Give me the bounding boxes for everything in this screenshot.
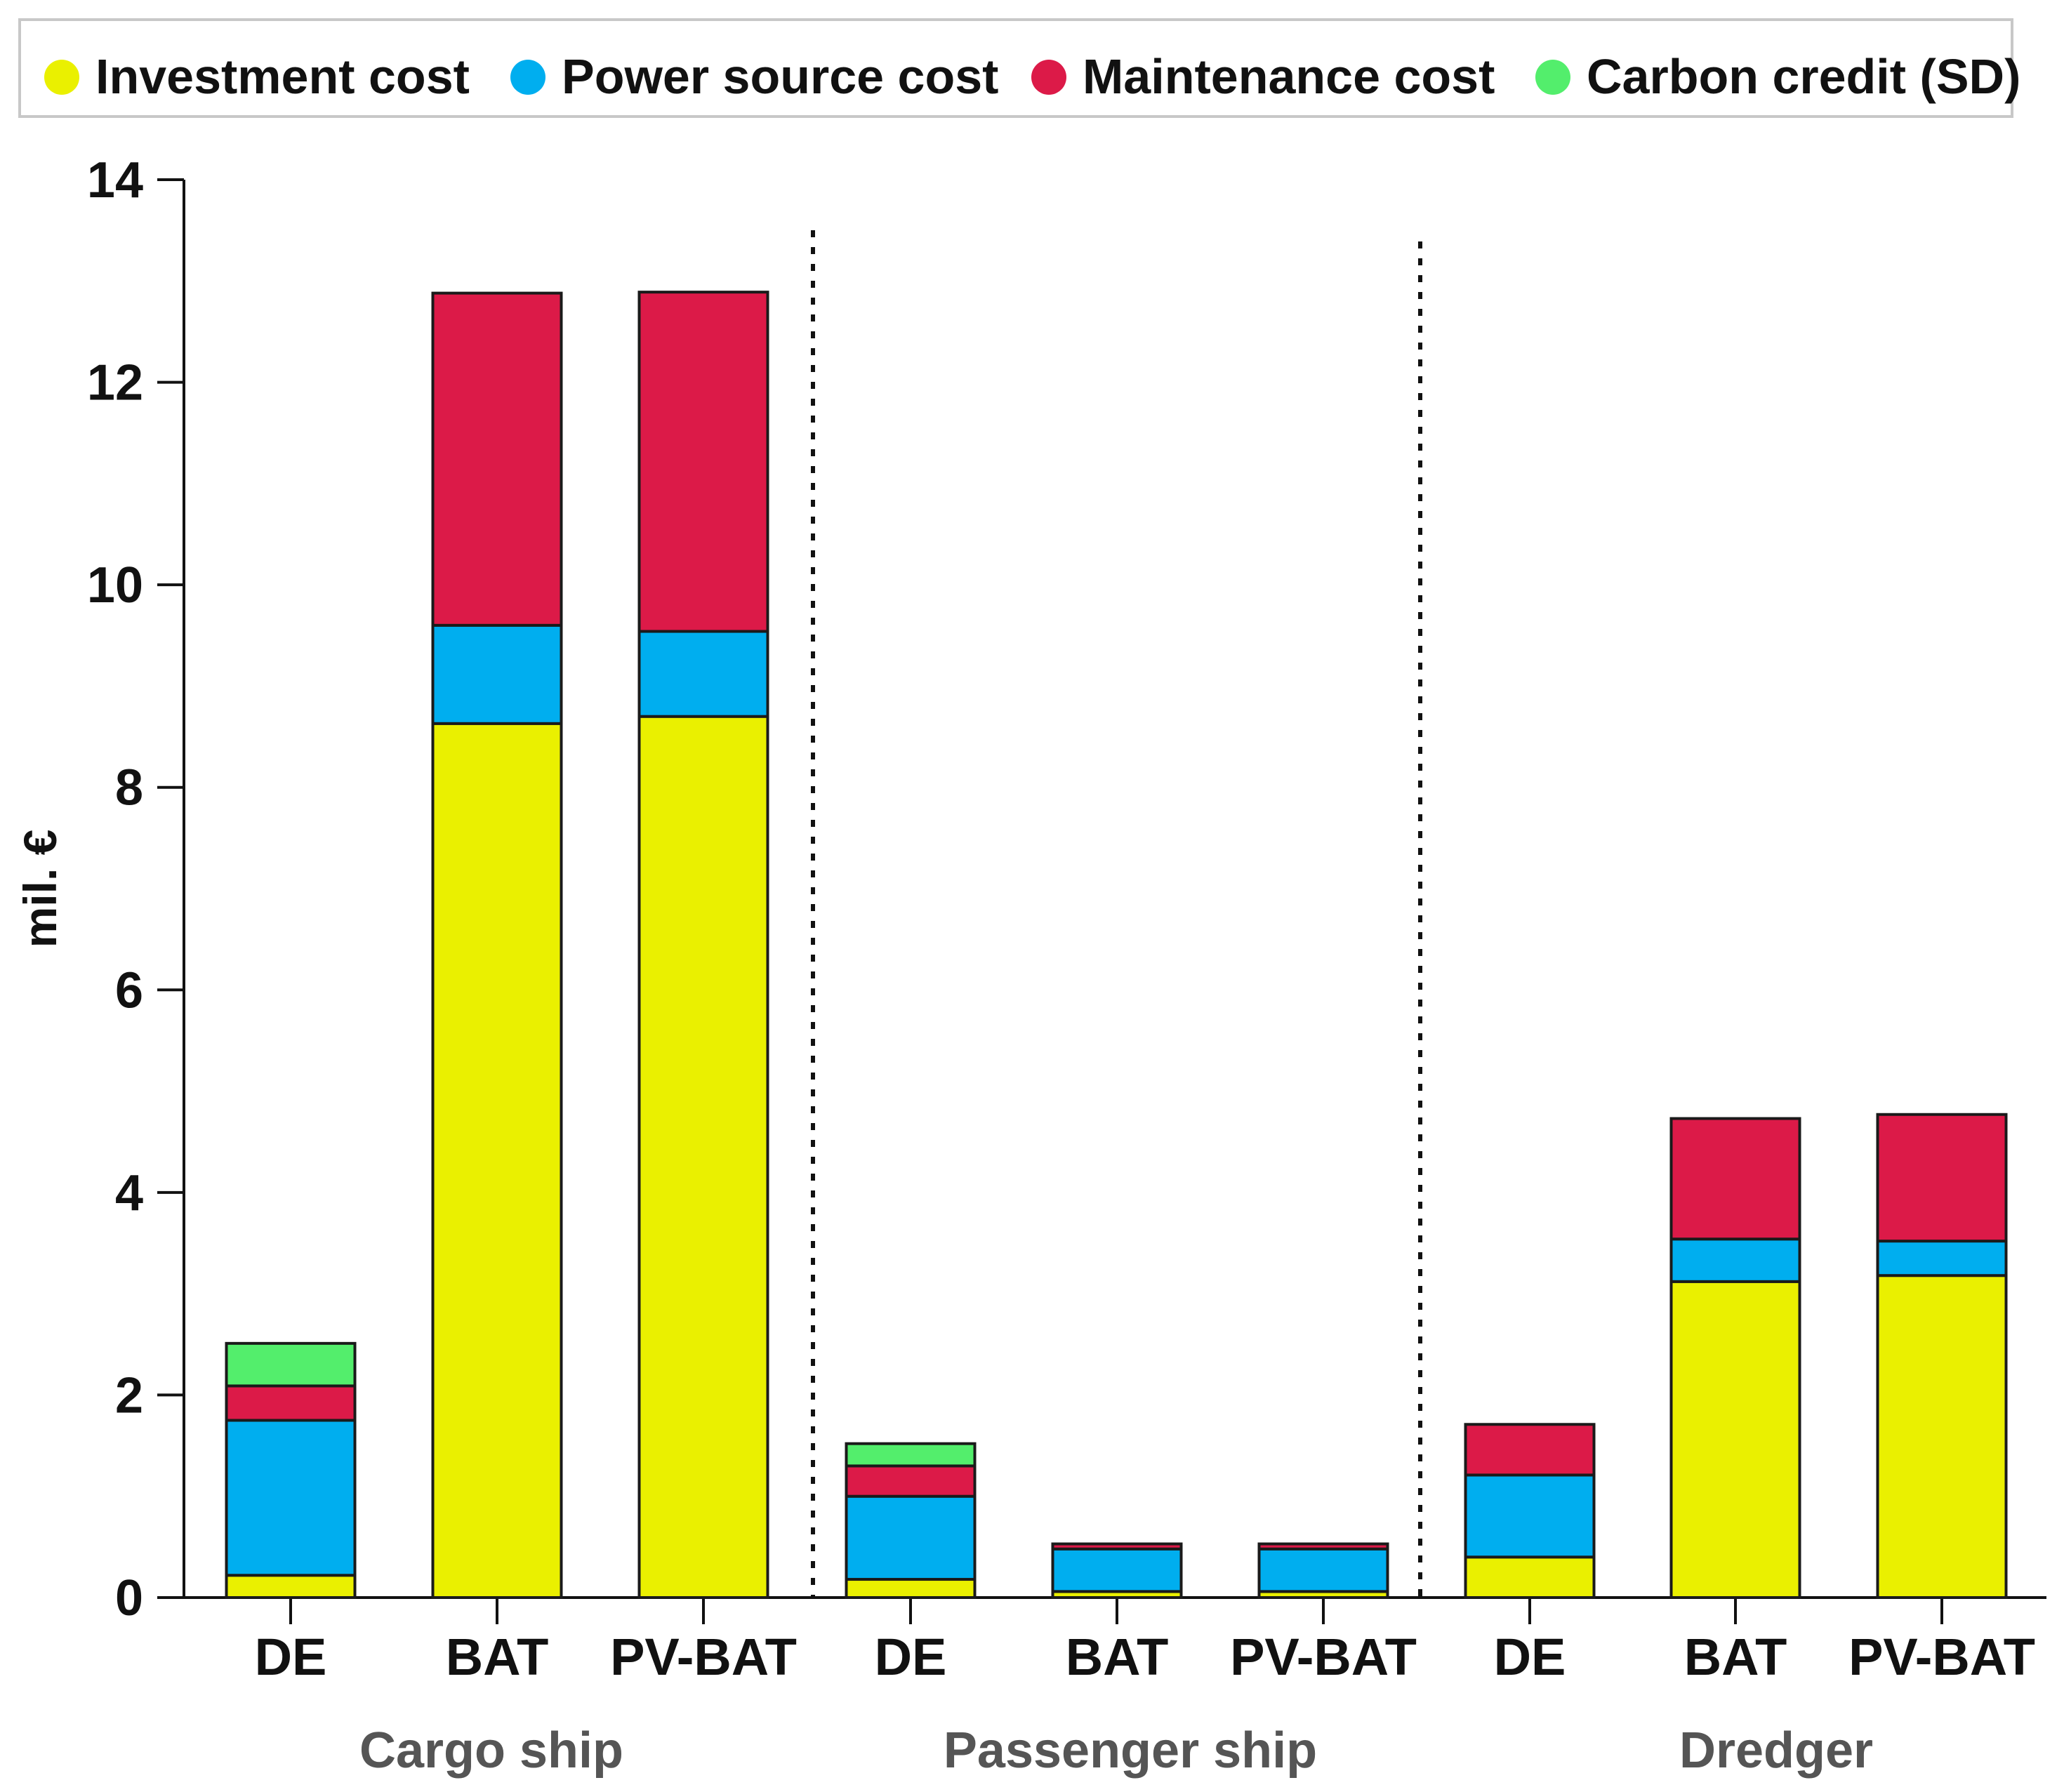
bar-segment-2-2: [637, 291, 769, 633]
bar-segment-3-1: [845, 1494, 977, 1581]
bar-segment-2-1: [637, 630, 769, 718]
bar-segment-3-2: [845, 1464, 977, 1498]
bar-segment-8-2: [1876, 1113, 2008, 1243]
legend: Investment cost Power source cost Maintena…: [18, 18, 2020, 118]
bar-segment-6-2: [1464, 1423, 1596, 1477]
x-tick-label-1: BAT: [446, 1628, 549, 1686]
legend-marker-2: [1031, 60, 1066, 95]
bars: [225, 291, 2008, 1600]
x-axis: DE BAT PV-BAT DE BAT PV-BAT DE BAT PV-BAT Cargo s…: [184, 1596, 2046, 1779]
legend-label-0: Investment cost: [95, 49, 470, 104]
legend-label-2: Maintenance cost: [1083, 49, 1495, 104]
bar-segment-5-1: [1257, 1547, 1389, 1593]
y-tick-label-5: 10: [87, 557, 143, 613]
bar-segment-6-1: [1464, 1473, 1596, 1559]
bar-segment-4-1: [1051, 1547, 1183, 1593]
bar-segment-3-3: [845, 1442, 977, 1468]
bar-segment-0-2: [225, 1384, 357, 1422]
legend-marker-3: [1535, 60, 1570, 95]
y-axis-title: mil. €: [14, 830, 66, 948]
group-separators: [811, 230, 1422, 1598]
bar-segment-4-2: [1051, 1542, 1183, 1551]
y-axis: 0 2 4 6 8 10 12 14 mil. €: [14, 152, 185, 1626]
group-label-1: Passenger ship: [944, 1723, 1317, 1779]
bar-segment-7-2: [1669, 1117, 1801, 1241]
bar-segment-5-2: [1257, 1542, 1389, 1551]
x-tick-label-3: DE: [875, 1628, 947, 1686]
y-tick-label-3: 6: [115, 962, 143, 1018]
y-tick-label-1: 2: [115, 1367, 143, 1423]
x-tick-label-4: BAT: [1066, 1628, 1169, 1686]
bar-segment-1-2: [431, 291, 563, 627]
x-tick-label-5: PV-BAT: [1230, 1628, 1417, 1686]
y-tick-label-7: 14: [87, 152, 143, 208]
legend-box: [18, 18, 2013, 118]
bar-segment-0-0: [225, 1574, 357, 1599]
bar-segment-3-0: [845, 1578, 977, 1599]
legend-label-3: Carbon credit (SD): [1587, 49, 2020, 104]
y-tick-label-2: 4: [115, 1165, 143, 1221]
legend-label-1: Power source cost: [562, 49, 998, 104]
legend-marker-1: [510, 60, 545, 95]
group-label-0: Cargo ship: [359, 1723, 623, 1779]
bar-segment-0-1: [225, 1419, 357, 1577]
y-tick-label-0: 0: [115, 1570, 143, 1626]
x-tick-label-0: DE: [255, 1628, 327, 1686]
x-tick-label-2: PV-BAT: [610, 1628, 797, 1686]
y-tick-label-4: 8: [115, 760, 143, 816]
legend-marker-0: [44, 60, 79, 95]
x-tick-label-8: PV-BAT: [1848, 1628, 2035, 1686]
x-tick-label-7: BAT: [1684, 1628, 1787, 1686]
bar-segment-6-0: [1464, 1555, 1596, 1599]
bar-segment-1-0: [431, 722, 563, 1599]
y-tick-label-6: 12: [87, 355, 143, 411]
group-label-2: Dredger: [1679, 1723, 1873, 1779]
bar-segment-8-0: [1876, 1274, 2008, 1599]
bar-segment-0-3: [225, 1341, 357, 1388]
bar-segment-8-1: [1876, 1240, 2008, 1277]
bar-segment-7-1: [1669, 1237, 1801, 1283]
bar-segment-1-1: [431, 623, 563, 725]
x-tick-label-6: DE: [1494, 1628, 1566, 1686]
bar-segment-7-0: [1669, 1280, 1801, 1600]
bar-segment-2-0: [637, 715, 769, 1600]
